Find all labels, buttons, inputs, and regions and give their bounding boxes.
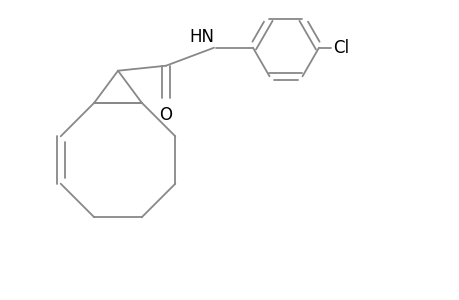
Text: HN: HN bbox=[189, 28, 213, 46]
Text: Cl: Cl bbox=[332, 39, 348, 57]
Text: O: O bbox=[159, 106, 172, 124]
